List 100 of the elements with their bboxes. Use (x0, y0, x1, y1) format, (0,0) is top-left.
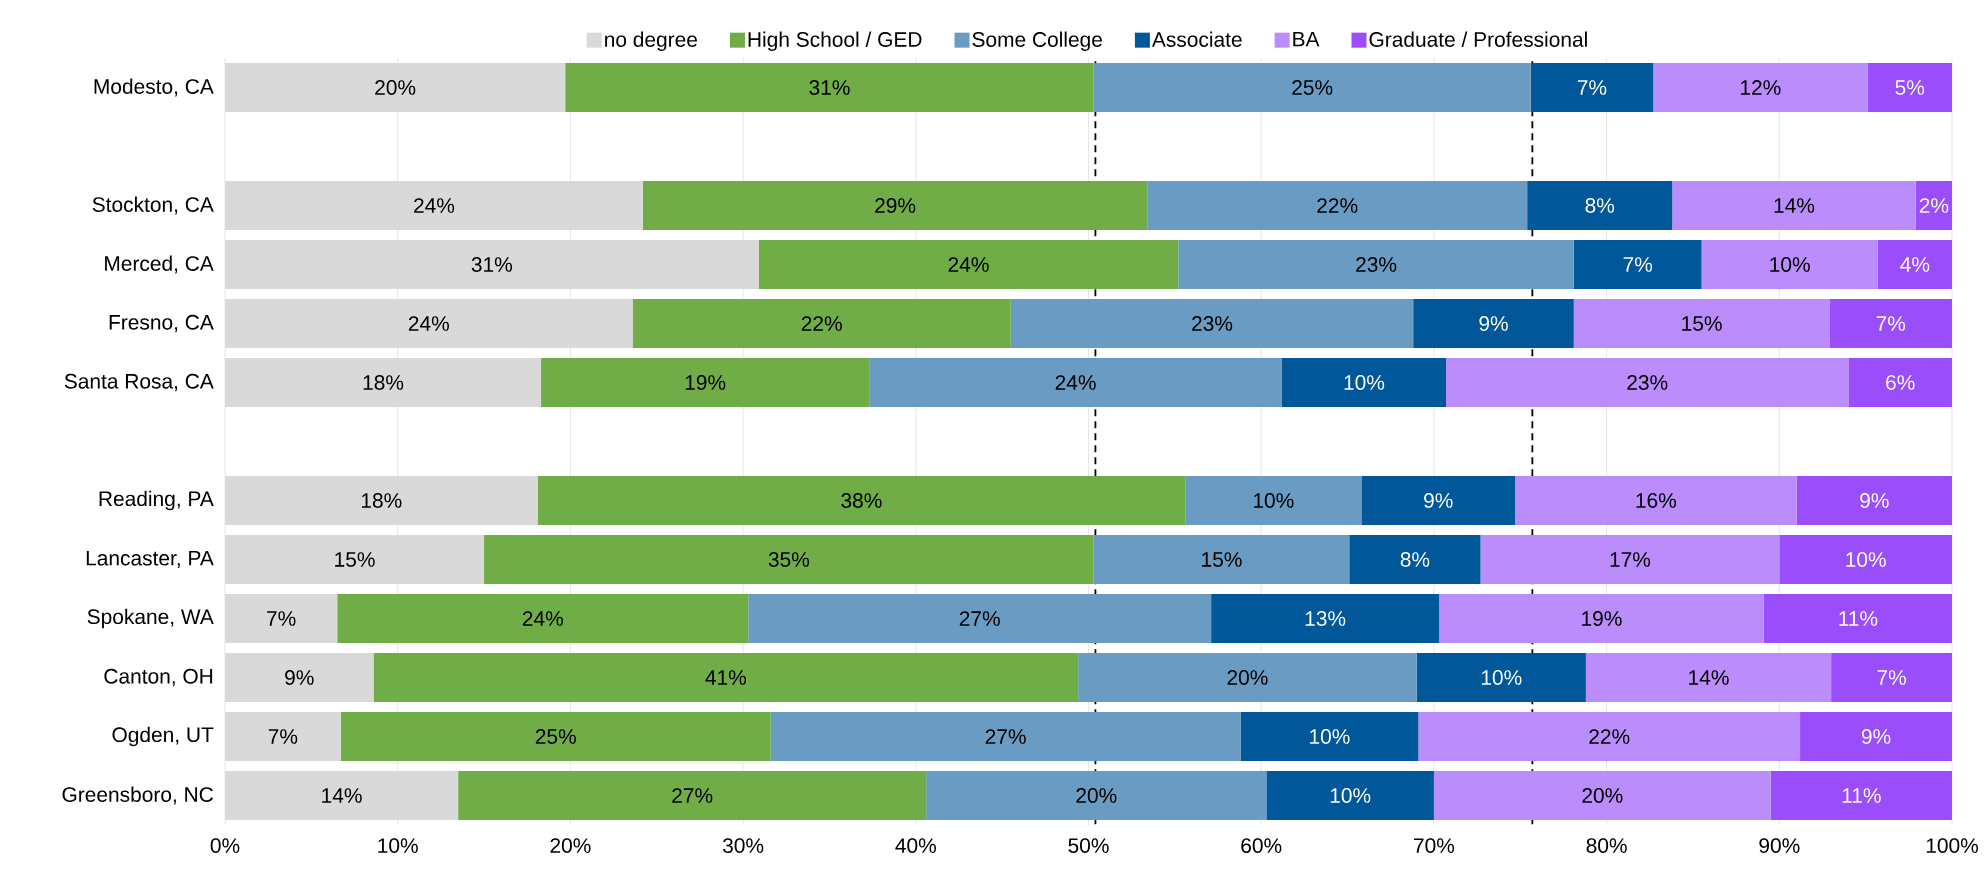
bar (1770, 771, 1953, 820)
bar (1530, 63, 1654, 112)
data-label: 2% (1919, 198, 1949, 213)
data-label: 24% (522, 611, 563, 626)
data-label: 14% (1774, 198, 1815, 213)
data-label: 23% (1627, 375, 1668, 390)
bar (1010, 299, 1414, 348)
data-label: 7% (267, 611, 296, 626)
data-label: 20% (375, 80, 416, 95)
data-label: 29% (875, 198, 916, 213)
data-label: 19% (1582, 611, 1622, 626)
data-label: 23% (1356, 257, 1397, 272)
y-tick-label: Reading, PA (99, 490, 214, 511)
data-label: 17% (1610, 552, 1651, 567)
bar (1446, 358, 1849, 407)
bar (869, 358, 1282, 407)
y-tick-label: Santa Rosa, CA (64, 373, 214, 392)
x-tick-label: 70% (1414, 838, 1455, 853)
bar (1585, 653, 1832, 702)
legend-label: BA (1293, 31, 1320, 47)
data-label: 14% (322, 788, 362, 803)
bar (1848, 358, 1953, 407)
y-tick-label: Ogden, UT (112, 726, 214, 747)
bar (1867, 63, 1953, 112)
y-tick-label: Fresno, CA (109, 314, 214, 333)
data-label: 10% (1846, 552, 1886, 567)
data-label: 7% (1876, 316, 1906, 331)
data-label: 7% (268, 729, 298, 744)
bar (1480, 535, 1780, 584)
bar (565, 63, 1094, 112)
data-label: 19% (685, 375, 726, 390)
data-label: 10% (1330, 788, 1371, 803)
y-tick-label: Stockton, CA (92, 196, 214, 215)
y-tick-label: Modesto, CA (94, 78, 214, 97)
data-label: 25% (1292, 80, 1333, 95)
data-label: 22% (801, 316, 842, 331)
legend-label: Associate (1151, 31, 1242, 47)
data-label: 14% (1689, 670, 1729, 685)
data-label: 22% (1589, 729, 1630, 744)
bar (458, 771, 927, 820)
data-label: 11% (1839, 611, 1878, 626)
bar (642, 181, 1148, 230)
bar (1779, 535, 1953, 584)
data-label: 35% (768, 552, 810, 567)
bar (537, 476, 1186, 525)
data-label: 38% (841, 493, 882, 508)
data-label: 15% (1202, 552, 1242, 567)
bar (1701, 240, 1878, 289)
data-label: 31% (471, 257, 513, 272)
data-label: 18% (361, 493, 402, 508)
bar (770, 712, 1241, 761)
bar (1433, 771, 1771, 820)
y-tick-label: Canton, OH (104, 668, 213, 687)
legend-label: Graduate / Professional (1369, 31, 1587, 47)
bar (1829, 299, 1953, 348)
data-label: 9% (1860, 493, 1889, 508)
bar (1416, 653, 1586, 702)
bar (1078, 653, 1417, 702)
bar (1573, 240, 1702, 289)
x-tick-label: 10% (378, 838, 418, 853)
bar (1573, 299, 1830, 348)
bar (337, 594, 749, 643)
bar (1093, 535, 1350, 584)
data-label: 15% (1682, 316, 1722, 331)
data-label: 20% (1076, 788, 1117, 803)
bar (484, 535, 1094, 584)
bar (1515, 476, 1797, 525)
bar (1831, 653, 1953, 702)
data-label: 11% (1842, 788, 1881, 803)
x-tick-label: 0% (210, 838, 240, 853)
y-tick-label: Spokane, WA (87, 608, 214, 629)
data-label: 7% (1577, 80, 1607, 95)
bar (1361, 476, 1516, 525)
data-label: 27% (985, 729, 1026, 744)
data-label: 25% (535, 729, 576, 744)
bar (748, 594, 1212, 643)
data-label: 9% (1479, 316, 1508, 331)
data-label: 10% (1253, 493, 1294, 508)
bar (1093, 63, 1531, 112)
bar (1281, 358, 1446, 407)
data-label: 8% (1400, 552, 1430, 567)
data-label: 10% (1344, 375, 1385, 390)
x-tick-label: 30% (722, 838, 764, 853)
data-label: 18% (363, 375, 404, 390)
bar (1413, 299, 1574, 348)
data-label: 15% (335, 552, 375, 567)
data-label: 10% (1310, 729, 1350, 744)
y-tick-label: Greensboro, NC (62, 786, 213, 805)
bar (1185, 476, 1362, 525)
bar (1763, 594, 1953, 643)
bar (1349, 535, 1481, 584)
bar (1877, 240, 1953, 289)
y-tick-label: Lancaster, PA (86, 550, 214, 569)
data-label: 24% (948, 257, 989, 272)
bar (758, 240, 1179, 289)
data-label: 41% (705, 670, 747, 685)
data-label: 9% (285, 670, 314, 685)
x-tick-label: 80% (1586, 838, 1627, 853)
y-tick-label: Merced, CA (105, 255, 214, 274)
data-label: 27% (959, 611, 1000, 626)
